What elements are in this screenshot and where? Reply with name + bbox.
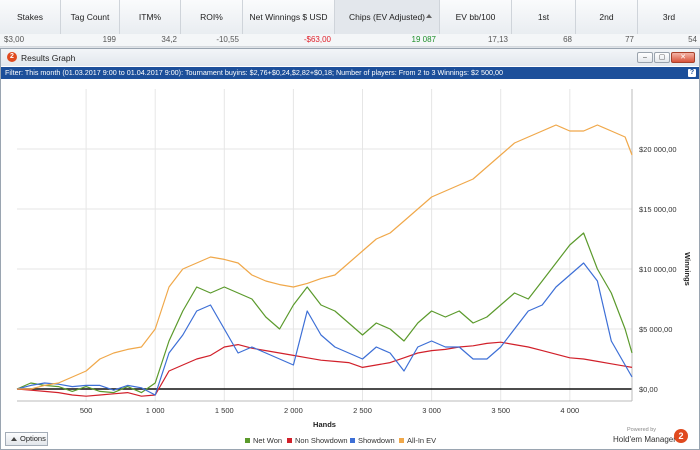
series-line-all-in-ev (17, 124, 633, 390)
col-header-stakes[interactable]: Stakes (0, 0, 61, 34)
cell-2nd: 77 (625, 35, 634, 44)
cell-tag-count: 199 (102, 35, 116, 44)
maximize-icon[interactable]: ▢ (654, 52, 670, 63)
table-row[interactable]: $3,00 199 34,2 -10,55 -$63,00 19 087 17,… (0, 34, 700, 47)
help-icon[interactable]: ? (688, 69, 696, 77)
results-chart: 500 1 000 1 500 2 000 2 500 3 000 3 500 4 000 $0… (16, 89, 692, 429)
y-tick-label: $10 000,00 (639, 265, 677, 274)
series-line-net-won (16, 232, 633, 394)
cell-3rd: 54 (688, 35, 697, 44)
y-tick-label: $20 000,00 (639, 145, 677, 154)
x-tick-label: 1 000 (146, 406, 165, 415)
filter-text: Filter: This month (01.03.2017 9:00 to 0… (5, 68, 503, 77)
y-tick-label: $5 000,00 (639, 325, 672, 334)
x-tick-label: 2 500 (353, 406, 372, 415)
legend-item-non-showdown: Non Showdown (287, 435, 348, 445)
hem-logo-icon: 2 (674, 429, 688, 443)
legend-label: Non Showdown (295, 435, 348, 445)
col-header-roi[interactable]: ROI% (181, 0, 243, 34)
legend-label: All-In EV (407, 435, 437, 445)
col-header-3rd[interactable]: 3rd (662, 12, 676, 22)
cell-net-winnings: -$63,00 (303, 35, 331, 44)
cell-itm: 34,2 (161, 35, 177, 44)
y-tick-label: $0,00 (639, 385, 658, 394)
col-header-net-winnings[interactable]: Net Winnings $ USD (243, 0, 335, 34)
options-button[interactable]: Options (5, 432, 48, 446)
close-icon[interactable]: ✕ (671, 52, 695, 63)
cell-ev-bb: 17,13 (487, 35, 508, 44)
legend-label: Showdown (358, 435, 395, 445)
x-axis-label: Hands (313, 420, 336, 429)
col-header-1st[interactable]: 1st (512, 0, 576, 34)
x-tick-label: 500 (80, 406, 93, 415)
legend-label: Net Won (253, 435, 283, 445)
col-header-chips-ev-label: Chips (EV Adjusted) (348, 12, 426, 22)
results-graph-window: 2 Results Graph – ▢ ✕ Filter: This month… (0, 48, 700, 450)
stats-header-row: Stakes Tag Count ITM% ROI% Net Winnings … (0, 0, 700, 35)
col-header-chips-ev[interactable]: Chips (EV Adjusted) (335, 0, 440, 34)
x-tick-label: 3 000 (422, 406, 441, 415)
legend-swatch (287, 437, 292, 443)
legend-item-net-won: Net Won (245, 435, 282, 445)
cell-1st: 68 (563, 35, 572, 44)
x-tick-label: 3 500 (491, 406, 510, 415)
options-label: Options (20, 434, 46, 443)
legend-swatch (245, 437, 250, 443)
window-titlebar[interactable]: 2 Results Graph – ▢ ✕ (1, 49, 699, 66)
series-line-showdown (16, 262, 633, 396)
legend-swatch (399, 437, 404, 443)
triangle-up-icon (11, 437, 17, 441)
filter-bar[interactable]: Filter: This month (01.03.2017 9:00 to 0… (1, 67, 699, 79)
col-header-ev-bb[interactable]: EV bb/100 (440, 0, 512, 34)
legend-item-showdown: Showdown (350, 435, 395, 445)
col-header-2nd[interactable]: 2nd (576, 0, 638, 34)
cell-stakes: $3,00 (4, 35, 25, 44)
x-tick-label: 2 000 (284, 406, 303, 415)
app-logo-icon: 2 (7, 52, 17, 62)
cell-roi: -10,55 (216, 35, 239, 44)
sort-ascending-icon (426, 14, 432, 18)
col-header-tag-count[interactable]: Tag Count (61, 0, 120, 34)
x-tick-label: 4 000 (560, 406, 579, 415)
y-axis-label: Winnings (683, 252, 692, 286)
window-title: Results Graph (21, 53, 76, 63)
cell-chips-ev: 19 087 (411, 35, 436, 44)
col-header-itm[interactable]: ITM% (120, 0, 181, 34)
y-tick-label: $15 000,00 (639, 205, 677, 214)
legend-item-all-in-ev: All-In EV (399, 435, 436, 445)
minimize-icon[interactable]: – (637, 52, 653, 63)
series-line-non-showdown (16, 341, 633, 397)
x-tick-label: 1 500 (215, 406, 234, 415)
powered-by-text: Powered by (627, 427, 657, 433)
brand-name: Hold'em Manager (613, 435, 676, 444)
legend-swatch (350, 437, 355, 443)
